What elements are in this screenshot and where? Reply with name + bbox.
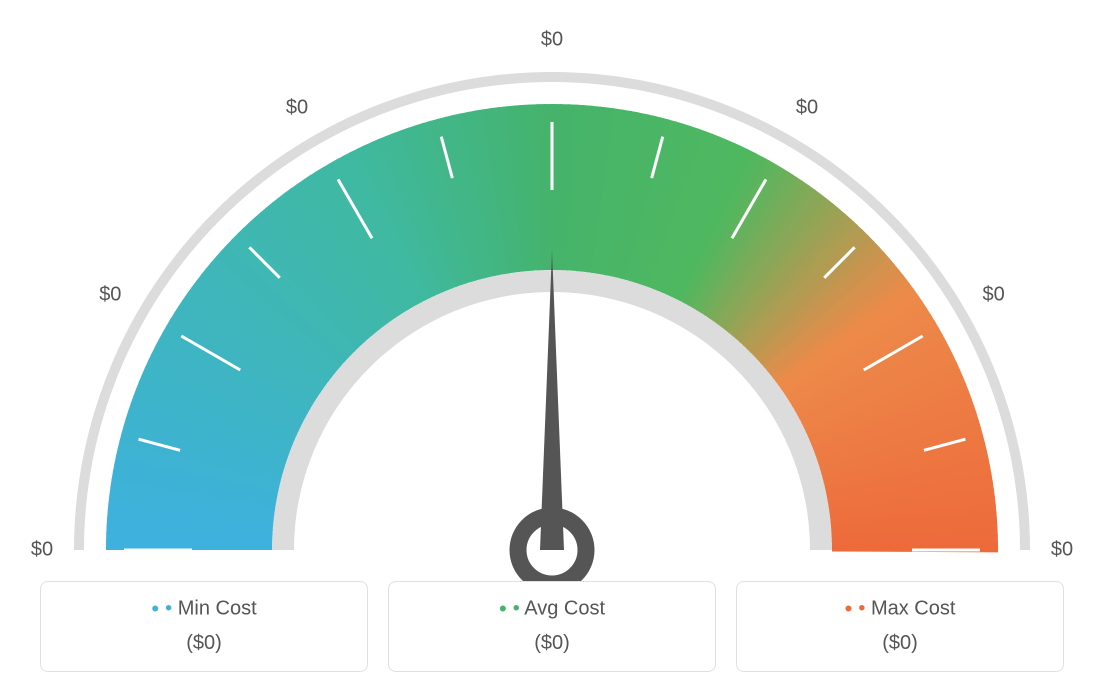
gauge-tick-label: $0 [286,97,308,120]
legend-min-value: ($0) [51,632,357,655]
gauge-tick-label: $0 [541,29,563,52]
legend-min-label: • Min Cost [51,596,357,622]
chart-container: $0 $0 $0 $0 $0 $0 $0 • Min Cost ($0) • Avg Cos… [0,0,1104,690]
legend-avg-label: • Avg Cost [399,596,705,622]
legend-avg-value: ($0) [399,632,705,655]
legend-min-box: • Min Cost ($0) [40,581,368,672]
gauge-tick-label: $0 [983,284,1005,307]
legend-max-value: ($0) [747,632,1053,655]
legend-max-label: • Max Cost [747,596,1053,622]
legend-max-box: • Max Cost ($0) [736,581,1064,672]
gauge-tick-label: $0 [99,284,121,307]
gauge-tick-label: $0 [796,97,818,120]
gauge-tick-label: $0 [31,539,53,562]
gauge-tick-label: $0 [1051,539,1073,562]
gauge-area: $0 $0 $0 $0 $0 $0 $0 [0,0,1104,570]
gauge-svg [34,20,1070,610]
legend-avg-box: • Avg Cost ($0) [388,581,716,672]
legend-row: • Min Cost ($0) • Avg Cost ($0) • Max Co… [40,581,1064,672]
